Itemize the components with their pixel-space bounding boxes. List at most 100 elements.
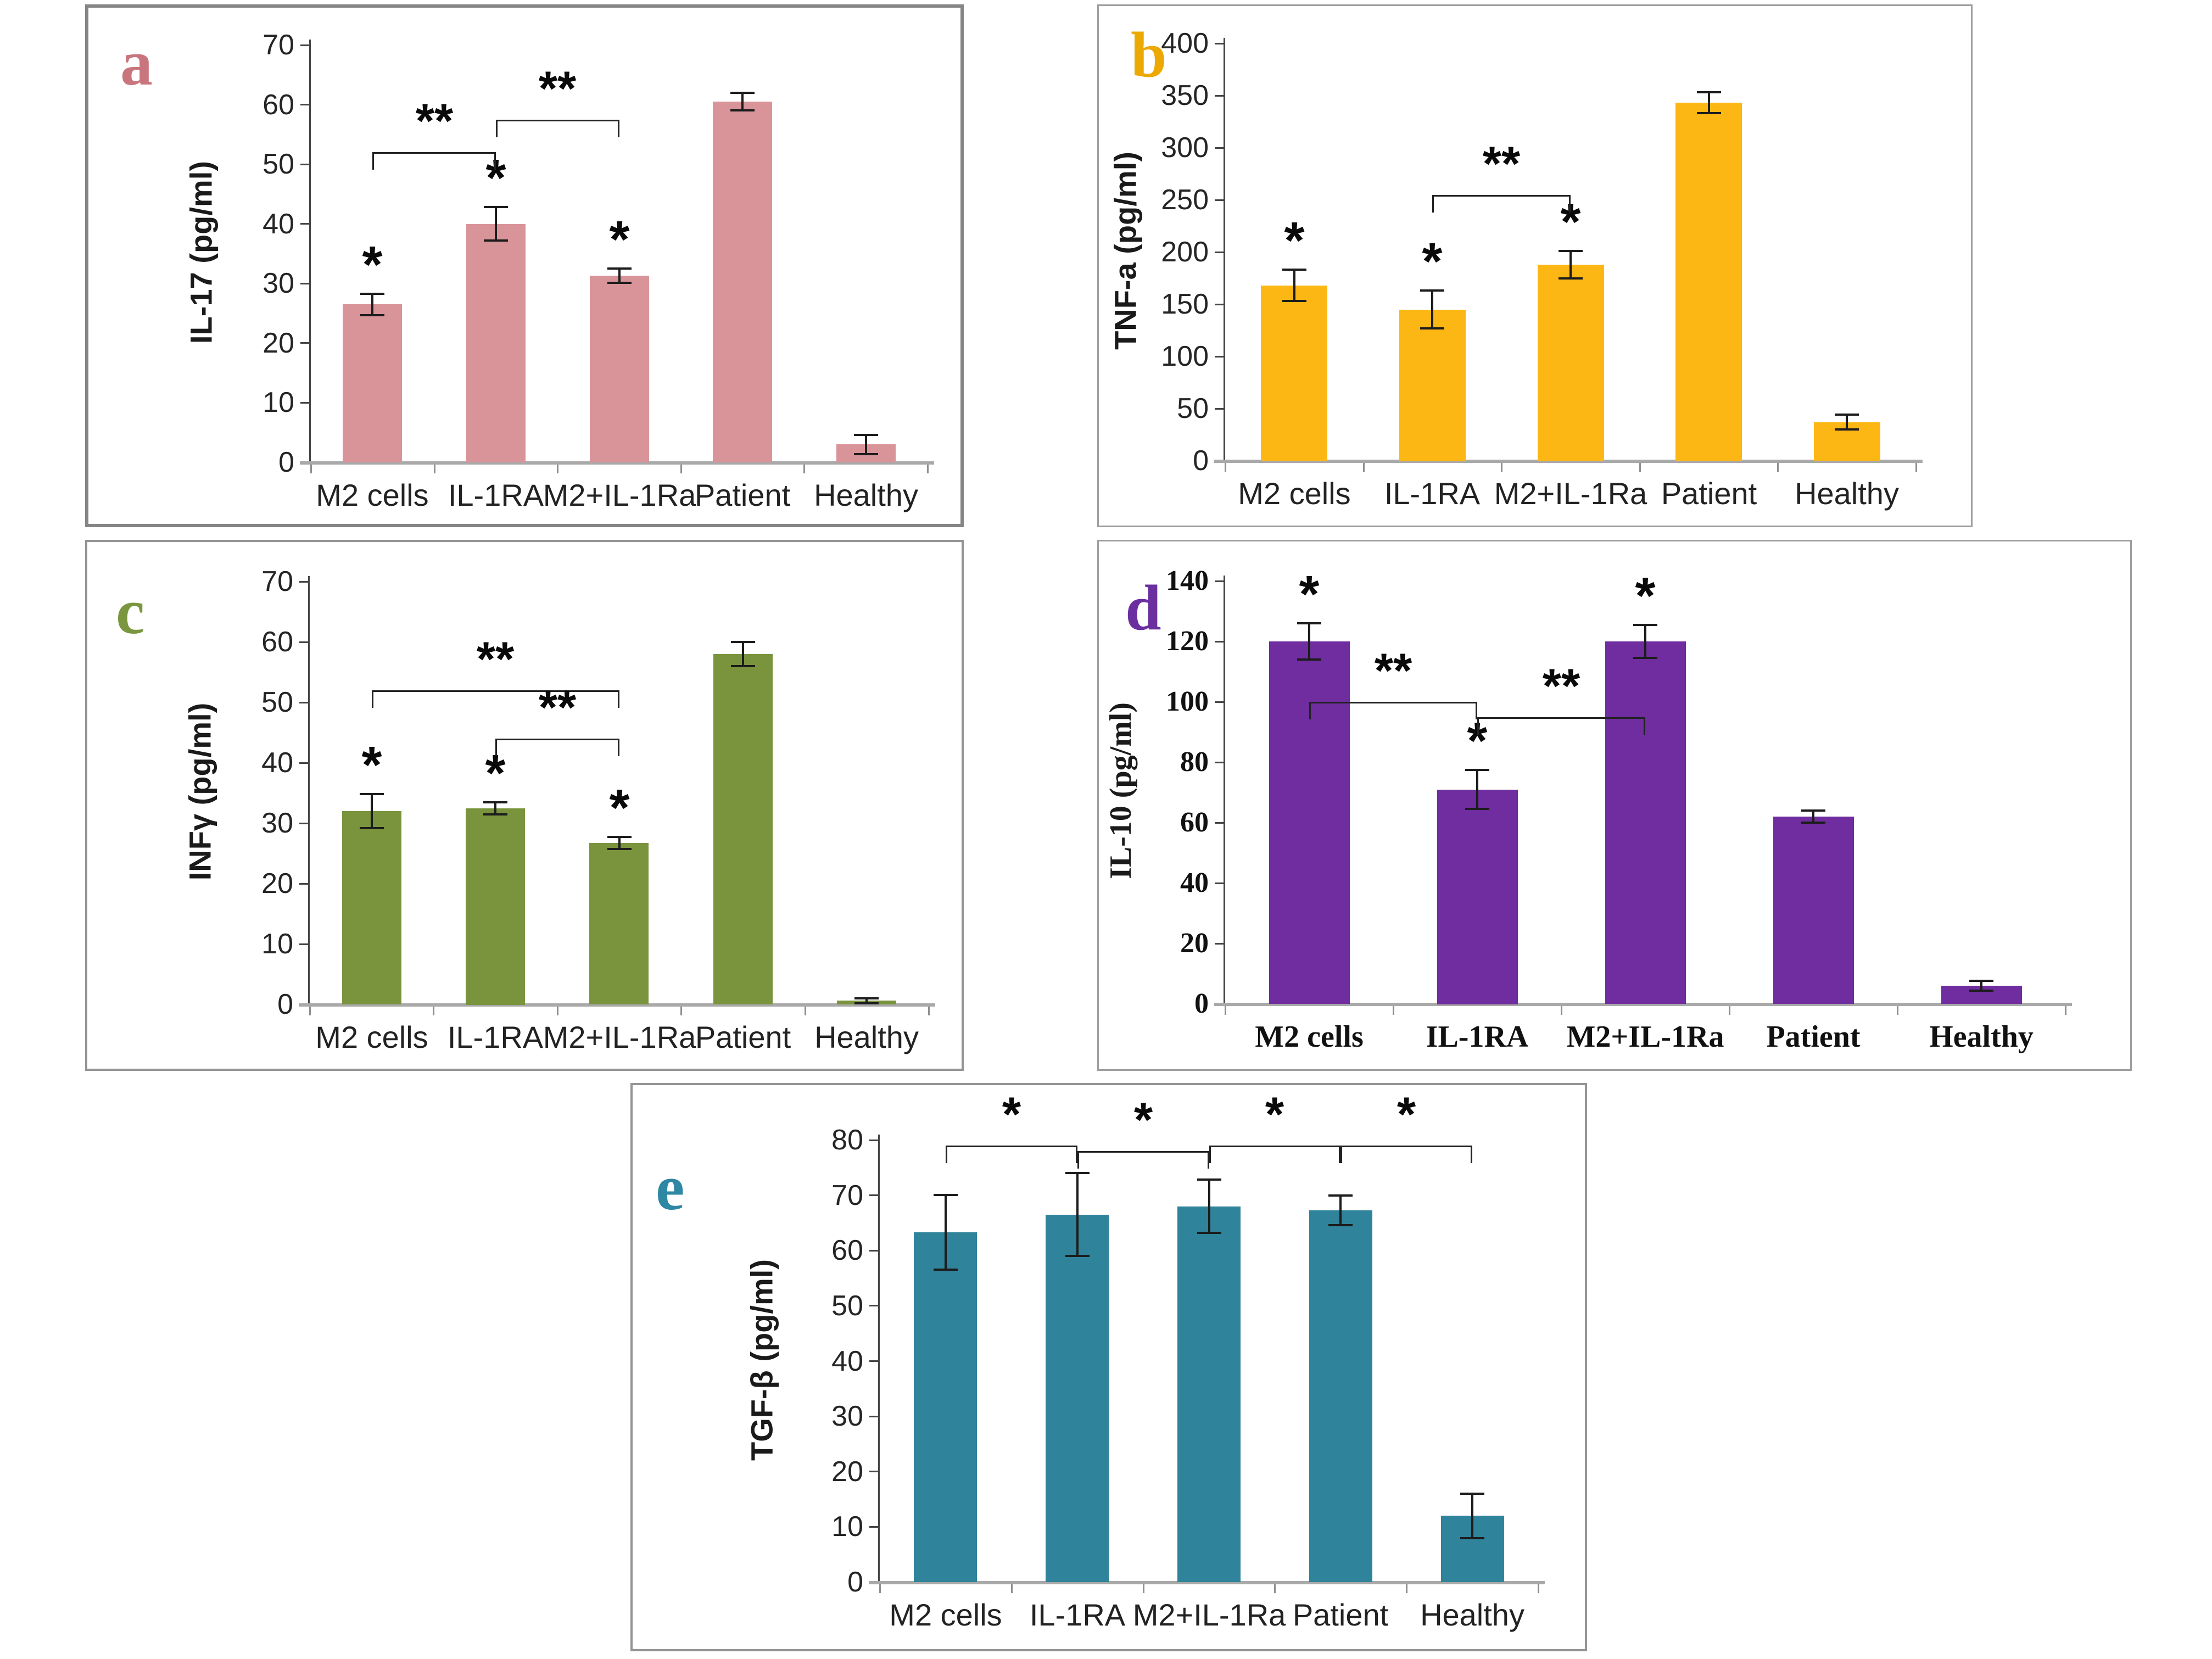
- sig-bracket-end-right: [1471, 1146, 1472, 1163]
- error-bar-cap-top: [360, 293, 384, 295]
- bar-m2-cells: [343, 304, 402, 462]
- x-axis-tick: [1897, 1006, 1898, 1015]
- x-category-label: Patient: [695, 1020, 791, 1054]
- error-bar-cap-bottom: [607, 282, 632, 284]
- y-axis-tick-label: 30: [262, 267, 294, 299]
- x-axis-tick: [1729, 1006, 1730, 1015]
- error-bar-line: [1208, 1180, 1210, 1233]
- significance-star: *: [1422, 232, 1443, 291]
- sig-bracket-end-left: [1077, 1151, 1079, 1169]
- error-bar-cap-top: [854, 434, 878, 436]
- y-axis-tick: [299, 883, 308, 885]
- error-bar-cap-bottom: [1559, 277, 1583, 280]
- y-axis-tick-label: 0: [847, 1566, 863, 1598]
- y-axis-tick-label: 80: [831, 1124, 863, 1156]
- bar-m2-il-1ra: [589, 843, 649, 1004]
- sig-bracket-line: [495, 739, 619, 740]
- x-category-label: Patient: [1766, 1020, 1861, 1054]
- error-bar-line: [1980, 981, 1982, 991]
- y-axis-tick: [300, 164, 309, 165]
- x-axis-tick: [1777, 463, 1779, 472]
- error-bar-cap-bottom: [1420, 327, 1444, 329]
- x-axis-line: [1214, 460, 1923, 463]
- x-axis-tick: [803, 465, 805, 473]
- sig-bracket-end-right: [494, 152, 496, 170]
- y-axis-tick-label: 10: [262, 387, 294, 418]
- sig-bracket-label: *: [1265, 1087, 1284, 1141]
- error-bar-cap-bottom: [1328, 1224, 1353, 1226]
- bar-il-1ra: [466, 224, 526, 462]
- error-bar-cap-bottom: [1801, 822, 1825, 824]
- error-bar-cap-top: [360, 793, 384, 795]
- sig-bracket-label: **: [1374, 643, 1412, 697]
- error-bar-line: [1339, 1196, 1342, 1225]
- y-axis-tick-label: 20: [261, 868, 293, 900]
- x-axis-tick: [2065, 1006, 2066, 1015]
- x-axis-tick: [557, 1007, 558, 1015]
- error-bar-cap-bottom: [1197, 1232, 1221, 1234]
- sig-bracket-end-right: [618, 120, 619, 137]
- error-bar-line: [742, 642, 744, 666]
- panel-d-letter: d: [1125, 572, 1161, 644]
- sig-bracket-line: [496, 120, 619, 121]
- panel-b-tnfa-chart: b TNF-a (pg/ml) 0 50 100 150 200 250 300 350 400…: [1097, 4, 1973, 527]
- error-bar-line: [494, 802, 496, 814]
- error-bar-line: [1812, 811, 1814, 823]
- sig-bracket-end-left: [1340, 1146, 1342, 1163]
- y-axis-tick: [1215, 252, 1224, 253]
- y-axis-tick: [869, 1305, 878, 1306]
- sig-bracket-end-right: [618, 739, 619, 756]
- x-axis-tick: [1363, 463, 1365, 472]
- significance-star: *: [1284, 211, 1305, 270]
- panel-b-letter: b: [1131, 19, 1167, 91]
- y-axis-tick-label: 50: [1177, 393, 1209, 424]
- error-bar-cap-top: [607, 836, 632, 838]
- y-axis-tick-label: 30: [831, 1400, 863, 1432]
- y-axis-tick: [1215, 822, 1224, 824]
- y-axis-tick: [300, 342, 309, 344]
- y-axis-tick-label: 250: [1161, 184, 1209, 216]
- error-bar-cap-bottom: [731, 665, 755, 667]
- error-bar-cap-bottom: [1697, 112, 1721, 114]
- panel-c-infg-chart: c INFγ (pg/ml) 0 10 20 30 40 50 60 70 * M2 cells *…: [85, 540, 964, 1071]
- x-axis-tick: [1915, 463, 1917, 472]
- y-axis-tick-label: 60: [262, 89, 294, 121]
- y-axis-tick-label: 0: [277, 988, 293, 1020]
- y-axis-tick-label: 200: [1161, 236, 1209, 268]
- y-axis-tick-label: 70: [261, 566, 293, 597]
- y-axis-tick: [869, 1139, 878, 1141]
- sig-bracket-label: *: [1397, 1087, 1416, 1141]
- y-axis-line: [308, 576, 310, 1004]
- y-axis-tick: [1215, 408, 1224, 410]
- error-bar-cap-top: [934, 1194, 958, 1196]
- bar-il-1ra: [1399, 310, 1466, 461]
- x-category-label: M2 cells: [315, 1020, 428, 1054]
- x-category-label: Healthy: [1420, 1597, 1524, 1632]
- error-bar-cap-bottom: [1460, 1537, 1484, 1539]
- sig-bracket-label: *: [1002, 1087, 1021, 1141]
- panel-d-il10-chart: d IL-10 (pg/ml) 0 20 40 60 80 100 120 140 * M2 ce…: [1097, 540, 2132, 1071]
- panel-e-plot-area: 0 10 20 30 40 50 60 70 80 M2 cells IL-1RA M2+IL-1Ra…: [633, 1085, 1585, 1649]
- y-axis-tick: [299, 823, 308, 824]
- panel-a-il17-chart: a IL-17 (pg/ml) 0 10 20 30 40 50 60 70 * M2 cells…: [85, 4, 964, 527]
- y-axis-tick: [869, 1250, 878, 1252]
- x-axis-line: [869, 1581, 1545, 1584]
- error-bar-line: [1471, 1494, 1473, 1538]
- y-axis-tick-label: 10: [831, 1511, 863, 1543]
- y-axis-tick-label: 0: [1194, 988, 1209, 1019]
- x-axis-tick: [434, 465, 435, 473]
- y-axis-tick-label: 60: [261, 626, 293, 658]
- y-axis-tick-label: 80: [1180, 746, 1209, 778]
- x-category-label: M2 cells: [316, 478, 429, 512]
- sig-bracket-end-left: [1432, 195, 1434, 213]
- error-bar-cap-bottom: [484, 239, 508, 242]
- y-axis-tick: [300, 283, 309, 284]
- bar-m2-il-1ra: [590, 276, 649, 462]
- x-axis-line: [1214, 1003, 2072, 1006]
- sig-bracket-line: [1477, 717, 1645, 719]
- sig-bracket-end-right: [1476, 702, 1477, 719]
- x-category-label: Healthy: [814, 1020, 919, 1054]
- y-axis-tick: [869, 1194, 878, 1196]
- error-bar-line: [1076, 1173, 1079, 1256]
- error-bar-line: [371, 794, 373, 828]
